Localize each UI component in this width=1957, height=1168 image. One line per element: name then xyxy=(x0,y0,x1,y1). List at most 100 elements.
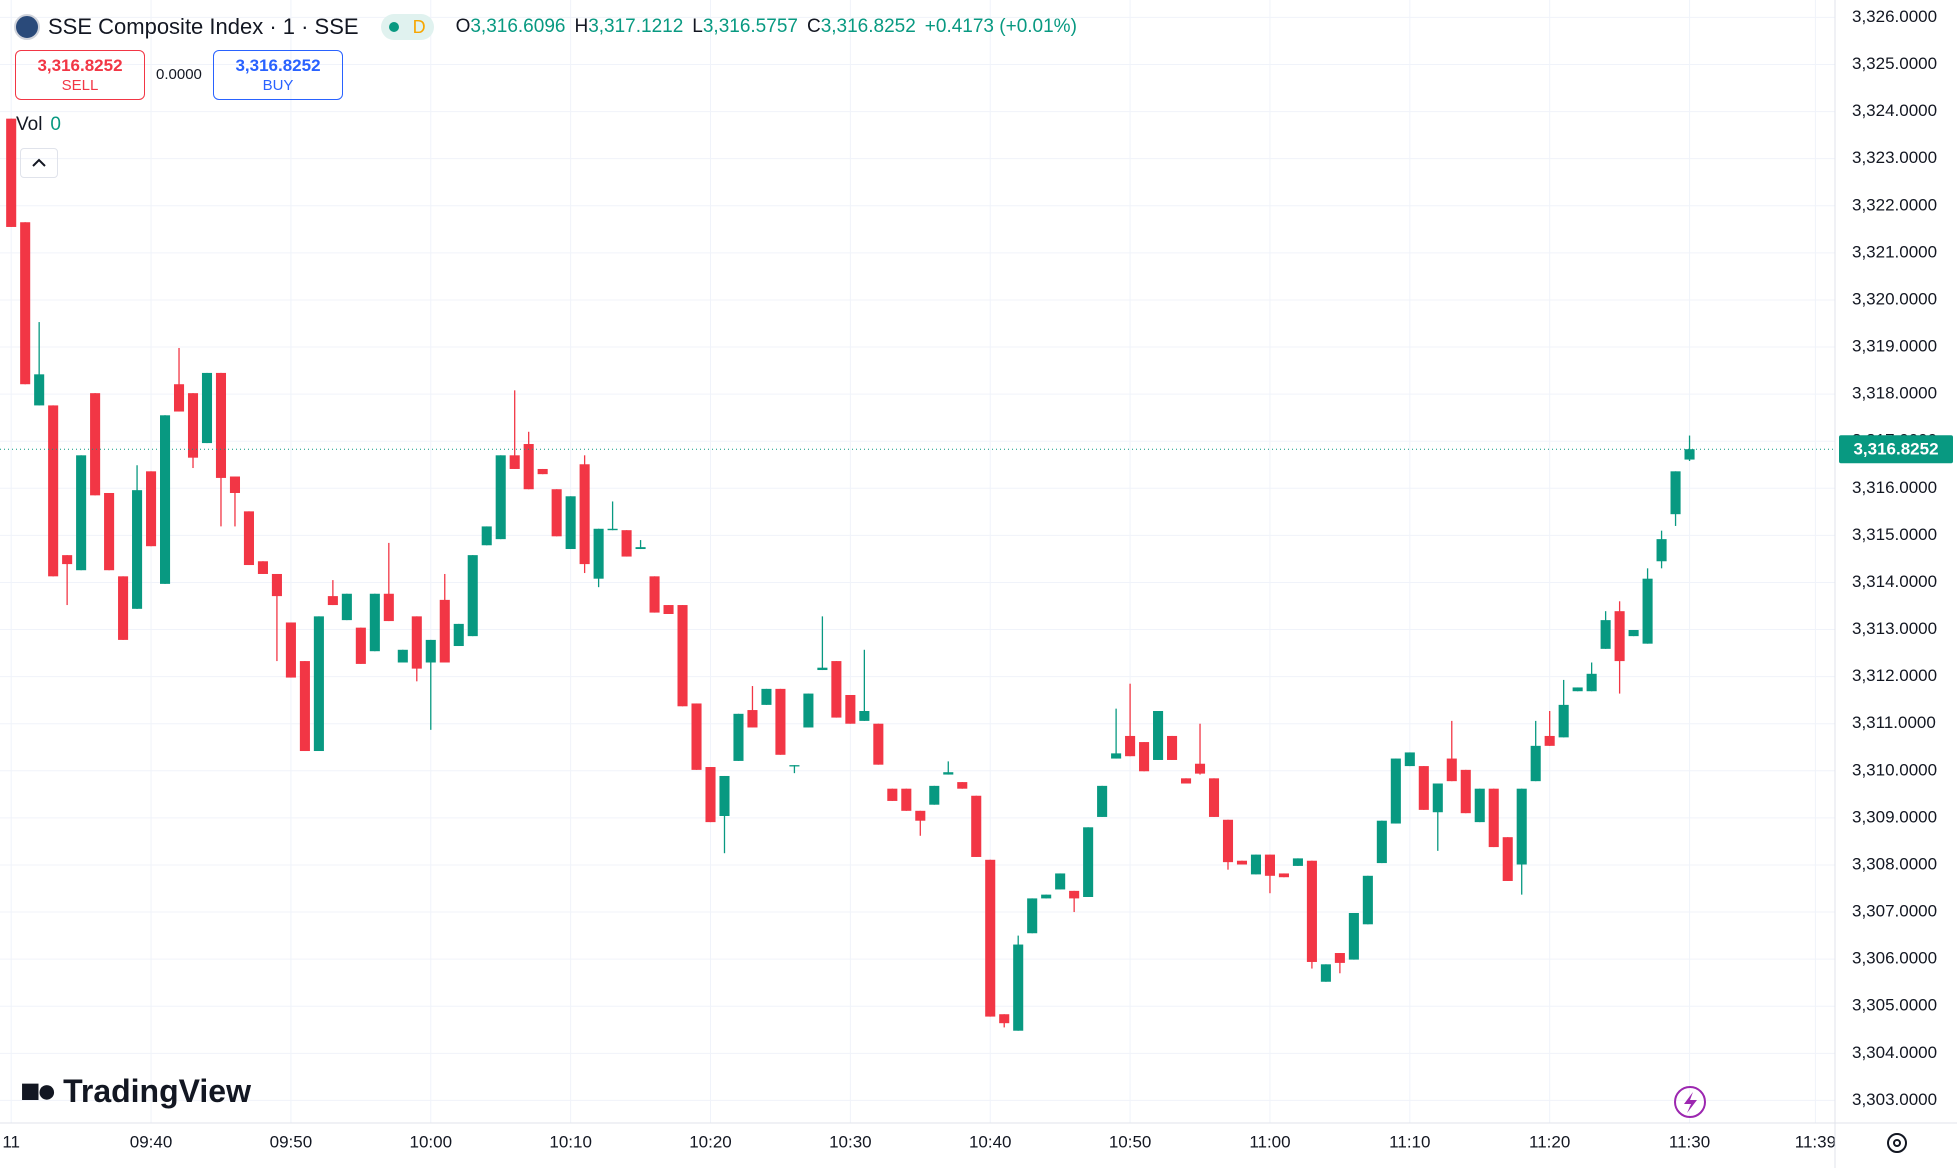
candle-body xyxy=(48,405,59,577)
candle-body xyxy=(34,374,45,406)
buy-price: 3,316.8252 xyxy=(235,56,321,75)
candle-body xyxy=(215,372,227,478)
candle-body xyxy=(313,616,324,752)
candle-body xyxy=(1013,944,1024,1031)
candle-body xyxy=(243,511,254,566)
candle-body xyxy=(425,639,436,663)
candle-body xyxy=(971,795,982,857)
ohlc-low: L3,316.5757 xyxy=(692,16,798,38)
candle-body xyxy=(1544,735,1555,746)
badge-text: D xyxy=(412,16,426,37)
ohlc-key: H xyxy=(574,16,589,37)
volume-value: 0 xyxy=(50,114,61,135)
candle-body xyxy=(132,490,143,609)
status-dot xyxy=(388,22,399,32)
candle-body xyxy=(649,576,660,613)
candle-body xyxy=(257,561,268,574)
collapse-button[interactable] xyxy=(20,148,58,178)
candle-body xyxy=(1488,788,1499,848)
logo-text: TradingView xyxy=(63,1073,251,1109)
candle-body xyxy=(1656,539,1667,562)
candle-body xyxy=(663,605,674,615)
y-tick-label: 3,314.0000 xyxy=(1852,572,1937,591)
brand-logo[interactable]: ■● TradingView xyxy=(20,1072,251,1111)
candle-body xyxy=(1125,735,1136,757)
x-tick-label: 11:00 xyxy=(1249,1132,1290,1151)
candle-body xyxy=(1069,890,1080,899)
candle-body xyxy=(537,468,548,475)
candle-body xyxy=(915,810,926,821)
candle-body xyxy=(1600,620,1611,649)
symbol-icon xyxy=(14,14,40,40)
candle-body xyxy=(146,471,157,547)
candle-body xyxy=(1181,778,1192,784)
sell-button[interactable]: 3,316.8252 SELL xyxy=(15,50,145,100)
x-tick-label: 10:10 xyxy=(549,1132,592,1151)
candle-body xyxy=(341,593,352,621)
y-tick-label: 3,323.0000 xyxy=(1852,148,1937,167)
candle-body xyxy=(299,661,310,752)
candle-body xyxy=(593,528,604,579)
candle-body xyxy=(160,415,171,584)
candle-body xyxy=(1264,854,1275,876)
candle-body xyxy=(1278,873,1289,878)
candle-body xyxy=(1250,854,1262,875)
candle-body xyxy=(76,455,87,571)
x-tick-label: 11:30 xyxy=(1669,1132,1710,1151)
y-tick-label: 3,310.0000 xyxy=(1852,760,1937,779)
candle-body xyxy=(985,859,996,1017)
candle-body xyxy=(1390,758,1401,824)
candle-body xyxy=(1320,964,1331,982)
logo-mark: ■● xyxy=(20,1072,57,1110)
candle-body xyxy=(481,526,492,546)
ohlc-close: C3,316.8252 xyxy=(807,16,916,38)
alert-icon[interactable] xyxy=(1674,1086,1706,1118)
candle-body xyxy=(999,1014,1010,1024)
y-tick-label: 3,318.0000 xyxy=(1852,384,1937,403)
candle-body xyxy=(1684,449,1695,460)
candle-body xyxy=(957,782,968,789)
last-price-tag xyxy=(1839,435,1953,464)
y-tick-label: 3,321.0000 xyxy=(1852,242,1937,261)
settings-hub xyxy=(1893,1139,1901,1147)
candle-body xyxy=(1530,745,1541,782)
candle-body xyxy=(1208,778,1220,817)
candle-body xyxy=(761,688,772,705)
candle-body xyxy=(943,772,954,775)
candle-body xyxy=(467,555,478,637)
candle-body xyxy=(551,489,562,537)
buy-button[interactable]: 3,316.8252 BUY xyxy=(213,50,343,100)
candle-body xyxy=(509,455,520,469)
x-tick-label: 11 xyxy=(2,1132,20,1151)
settings-icon xyxy=(1887,1133,1907,1153)
candle-body xyxy=(733,713,744,761)
candle-body xyxy=(621,530,632,557)
candle-body xyxy=(1153,710,1164,760)
candle-body xyxy=(90,393,101,496)
x-tick-label: 09:40 xyxy=(130,1132,173,1151)
buy-label: BUY xyxy=(262,77,294,94)
candle-body xyxy=(1418,766,1429,810)
sell-price: 3,316.8252 xyxy=(37,56,123,75)
candle-body xyxy=(355,627,366,664)
candle-body xyxy=(411,616,422,669)
y-tick-label: 3,324.0000 xyxy=(1852,101,1937,120)
candle-body xyxy=(859,710,870,721)
candle-body xyxy=(803,693,814,728)
change: +0.4173 (+0.01%) xyxy=(924,16,1077,37)
x-tick-label: 09:50 xyxy=(270,1132,313,1151)
y-tick-label: 3,304.0000 xyxy=(1852,1043,1937,1062)
candle-body xyxy=(705,767,716,823)
candle-body xyxy=(523,444,534,490)
candle-body xyxy=(1376,820,1387,864)
market-status[interactable]: D xyxy=(380,14,434,40)
candle-body xyxy=(1222,819,1234,863)
ohlc-value: 3,316.6096 xyxy=(470,16,566,37)
x-tick-label: 10:50 xyxy=(1109,1132,1152,1151)
candle-body xyxy=(789,765,800,767)
symbol-title[interactable]: SSE Composite Index · 1 · SSE xyxy=(48,14,359,39)
candle-body xyxy=(817,667,828,671)
x-tick-label: 10:40 xyxy=(969,1132,1012,1151)
